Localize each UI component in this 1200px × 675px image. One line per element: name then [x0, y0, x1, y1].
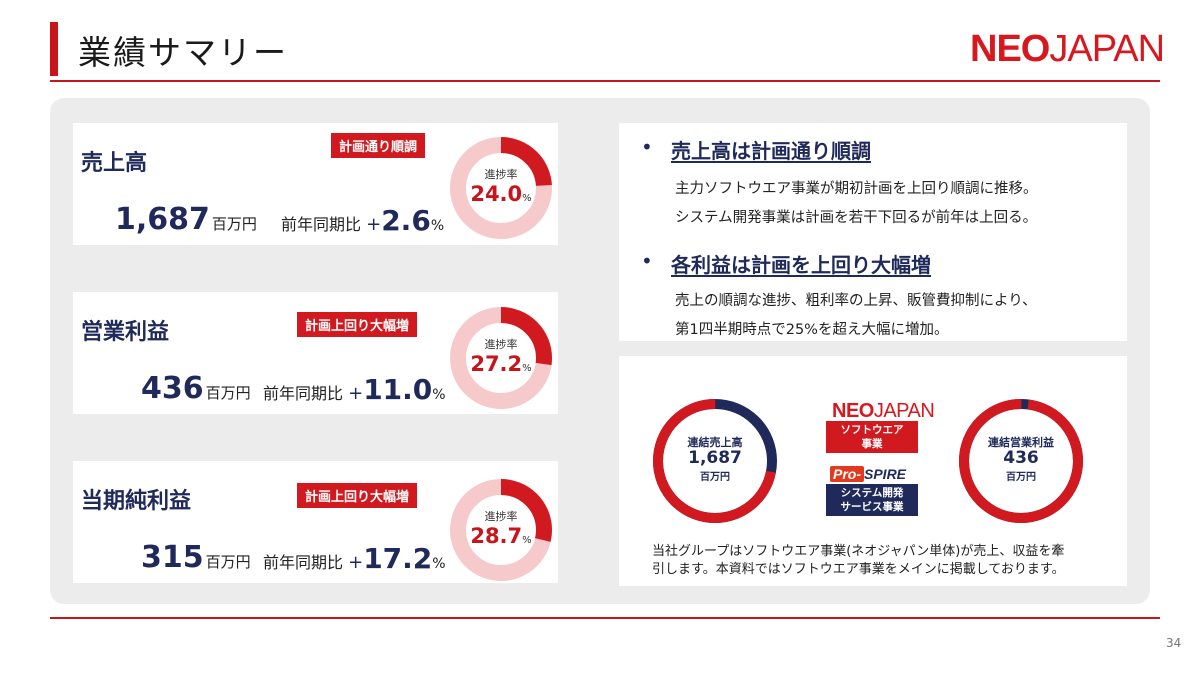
- card-label: 営業利益: [81, 320, 170, 345]
- yoy-change: 前年同期比 +17.2%: [263, 542, 446, 575]
- amount-value: 315 百万円: [141, 540, 251, 575]
- yoy-change: 前年同期比 +2.6%: [281, 204, 445, 237]
- software-segment-arc: [959, 399, 1083, 523]
- progress-donut-chart: [450, 479, 552, 581]
- progress-value: 27.2%: [470, 352, 532, 376]
- progress-label: 進捗率: [484, 338, 518, 351]
- neojapan-mini-logo: NEOJAPAN: [832, 400, 935, 422]
- status-badge: 計画上回り大幅増: [297, 312, 418, 337]
- donut-progress-arc: [450, 307, 552, 409]
- donut-progress-arc: [450, 137, 552, 239]
- progress-donut-chart: [450, 137, 552, 239]
- segment-note-line: 引します。本資料ではソフトウエア事業をメインに掲載しております。: [652, 562, 1065, 577]
- progress-value: 24.0%: [470, 182, 532, 206]
- progress-donut-chart: [450, 307, 552, 409]
- status-badge: 計画通り順調: [331, 133, 426, 158]
- consolidated-op-ring: 連結営業利益 436 百万円: [956, 396, 1086, 526]
- status-badge: 計画上回り大幅増: [297, 483, 418, 508]
- ring-unit: 百万円: [1006, 472, 1036, 483]
- progress-donut: 進捗率 28.7%: [449, 478, 553, 582]
- message-heading: 各利益は計画を上回り大幅増: [671, 253, 931, 277]
- neojapan-logo: NEOJAPAN: [970, 28, 1165, 70]
- progress-donut: 進捗率 24.0%: [449, 136, 553, 240]
- segment-ring-chart: [959, 399, 1083, 523]
- message-heading: 売上高は計画通り順調: [671, 139, 871, 163]
- message-line: システム開発事業は計画を若干下回るが前年は上回る。: [675, 210, 1038, 226]
- progress-donut: 進捗率 27.2%: [449, 306, 553, 410]
- title-accent-bar: [50, 22, 58, 76]
- segment-ring-chart: [653, 399, 777, 523]
- page-number: 34: [1166, 636, 1182, 650]
- amount-value: 436 百万円: [141, 371, 251, 406]
- ring-value: 1,687: [688, 448, 742, 468]
- ring-label: 連結営業利益: [988, 436, 1054, 449]
- segment-overview-box: [619, 356, 1127, 586]
- progress-label: 進捗率: [484, 510, 518, 523]
- message-line: 第1四半期時点で25%を超え大幅に増加。: [675, 322, 949, 338]
- prospire-logo: Pro- SPIRE: [830, 466, 906, 482]
- header-divider: [50, 80, 1160, 82]
- card-label: 売上高: [81, 151, 148, 176]
- donut-progress-arc: [450, 479, 552, 581]
- progress-value: 28.7%: [470, 524, 532, 548]
- footer-divider: [50, 617, 1160, 619]
- ring-unit: 百万円: [700, 472, 730, 483]
- bullet-marker: •: [641, 135, 653, 159]
- bullet-marker: •: [641, 249, 653, 273]
- amount-value: 1,687 百万円: [115, 202, 257, 237]
- system-segment-label: システム開発 サービス事業: [826, 484, 918, 516]
- page-title: 業績サマリー: [78, 33, 288, 72]
- yoy-change: 前年同期比 +11.0%: [263, 373, 446, 406]
- message-line: 主力ソフトウエア事業が期初計画を上回り順調に推移。: [675, 181, 1038, 197]
- consolidated-sales-ring: 連結売上高 1,687 百万円: [650, 396, 780, 526]
- segment-note-line: 当社グループはソフトウエア事業(ネオジャパン単体)が売上、収益を牽: [652, 544, 1065, 559]
- key-messages-box: • 売上高は計画通り順調 主力ソフトウエア事業が期初計画を上回り順調に推移。 シ…: [619, 123, 1127, 341]
- message-line: 売上の順調な進捗、粗利率の上昇、販管費抑制により、: [675, 293, 1037, 309]
- progress-label: 進捗率: [484, 168, 518, 181]
- ring-value: 436: [1003, 448, 1039, 468]
- card-label: 当期純利益: [81, 489, 192, 514]
- ring-label: 連結売上高: [687, 436, 743, 449]
- software-segment-label: ソフトウエア 事業: [826, 421, 918, 453]
